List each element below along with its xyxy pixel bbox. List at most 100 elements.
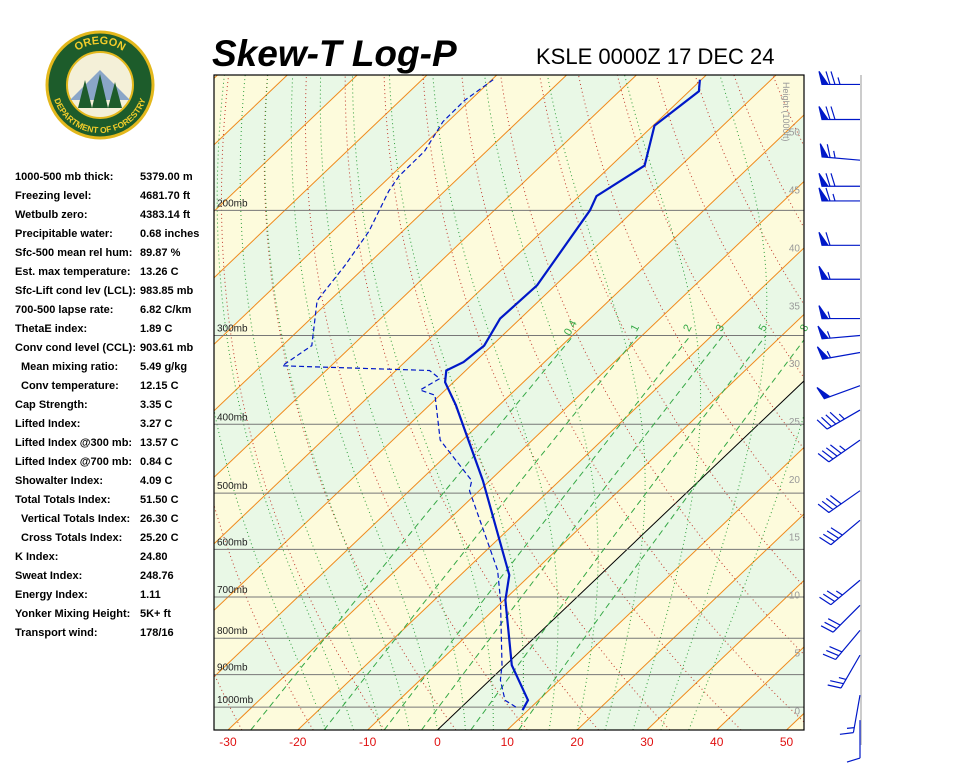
x-tick-label: 20: [570, 735, 584, 749]
stat-value: 89.87 %: [140, 247, 181, 259]
wind-barb: [818, 231, 860, 246]
temperature-band: [214, 75, 804, 677]
x-tick-label: 40: [710, 735, 724, 749]
dry-adiabat: [539, 75, 804, 588]
logo-top-path: OREGON: [73, 35, 128, 54]
stat-value: 5K+ ft: [140, 608, 171, 620]
pressure-label: 1000mb: [217, 695, 254, 706]
stat-value: 13.26 C: [140, 266, 179, 278]
isotherm: [214, 75, 707, 545]
height-tick-label: 5: [794, 648, 800, 659]
temperature-band: [856, 75, 960, 730]
stat-label: Precipitable water:: [15, 228, 113, 240]
mixing-ratio-line: [470, 335, 767, 730]
mixing-ratio-line: [383, 335, 691, 730]
wind-barb: [818, 172, 860, 187]
stat-label: Conv temperature:: [21, 380, 119, 392]
moist-adiabat: [546, 75, 646, 730]
isotherm: [214, 75, 358, 213]
dry-adiabat: [578, 75, 804, 519]
stat-label: 1000-500 mb thick:: [15, 171, 113, 183]
logo: OREGON DEPARTMENT OF FORESTRY: [45, 30, 155, 140]
stat-label: Sfc-500 mean rel hum:: [15, 247, 132, 259]
stat-label: Lifted Index @700 mb:: [15, 456, 132, 468]
wind-barb: [817, 325, 861, 340]
stat-value: 1.89 C: [140, 323, 172, 335]
stat-value: 5.49 g/kg: [140, 361, 187, 373]
stat-value: 4383.14 ft: [140, 209, 190, 221]
isotherm: [367, 313, 804, 730]
mixing-ratio-line: [421, 335, 724, 730]
isotherm: [576, 513, 804, 730]
mixing-ratio-line: [518, 339, 804, 730]
stat-label: K Index:: [15, 551, 58, 563]
stat-value: 0.84 C: [140, 456, 172, 468]
stat-value: 13.57 C: [140, 437, 179, 449]
stat-label: Total Totals Index:: [15, 494, 111, 506]
x-tick-label: 30: [640, 735, 654, 749]
pressure-label: 800mb: [217, 626, 248, 637]
wind-barb: [818, 71, 860, 86]
pressure-label: 300mb: [217, 323, 248, 334]
wind-barb: [817, 490, 861, 513]
wind-barb: [818, 106, 860, 121]
height-tick-label: 40: [789, 243, 801, 254]
height-tick-label: 30: [789, 359, 801, 370]
wind-barb: [818, 187, 860, 202]
dry-adiabat: [928, 75, 960, 730]
isotherm: [646, 579, 804, 730]
height-tick-label: 50: [789, 128, 801, 139]
stat-label: Est. max temperature:: [15, 266, 131, 278]
stat-label: Sweat Index:: [15, 570, 82, 582]
height-tick-label: 10: [789, 591, 801, 602]
dewpoint-trace: [280, 79, 517, 708]
wind-barb: [839, 695, 861, 735]
height-tick-label: 0: [794, 706, 800, 717]
stat-label: Yonker Mixing Height:: [15, 608, 130, 620]
temperature-trace: [443, 79, 701, 711]
pressure-label: 400mb: [217, 412, 248, 423]
plot-overlay: 1000mb 900mb 800mb 700mb 600mb 500mb 400mb 300m…: [217, 82, 811, 717]
isotherm: [214, 75, 567, 412]
wind-barb: [817, 439, 861, 463]
isotherm: [214, 75, 637, 478]
mixing-ratio-label: 1: [629, 323, 642, 334]
wind-barb: [816, 346, 861, 360]
isotherm: [214, 75, 498, 346]
stat-value: 983.85 mb: [140, 285, 193, 297]
height-tick-label: 25: [789, 417, 801, 428]
stat-value: 6.82 C/km: [140, 304, 192, 316]
mixing-ratio-label: 8: [798, 323, 811, 334]
dry-adiabat: [889, 75, 960, 730]
plot-area: [214, 75, 960, 730]
stat-value: 12.15 C: [140, 380, 179, 392]
mixing-ratio-label: 2: [681, 323, 694, 334]
stat-label: Mean mixing ratio:: [21, 361, 118, 373]
isotherm: [297, 247, 804, 730]
stat-value: 0.68 inches: [140, 228, 199, 240]
wind-barb: [816, 409, 861, 430]
pressure-label: 700mb: [217, 585, 248, 596]
wind-barb: [818, 305, 860, 320]
isotherm: [214, 75, 777, 611]
isotherm: [786, 712, 804, 730]
mixing-ratio-line: [323, 335, 639, 730]
dry-adiabat: [500, 75, 804, 656]
wind-barb: [846, 720, 861, 763]
stat-label: Cap Strength:: [15, 399, 88, 411]
stat-label: Vertical Totals Index:: [21, 513, 130, 525]
stat-value: 1.11: [140, 589, 161, 601]
pressure-label: 600mb: [217, 537, 248, 548]
zero-isotherm: [437, 380, 804, 730]
wind-barb: [827, 654, 861, 689]
pressure-label: 900mb: [217, 663, 248, 674]
stat-value: 178/16: [140, 627, 174, 639]
moist-adiabat: [352, 75, 494, 730]
stat-label: Wetbulb zero:: [15, 209, 88, 221]
x-tick-label: -30: [219, 735, 237, 749]
wind-barb: [816, 385, 861, 400]
wind-barb: [820, 604, 861, 633]
stat-value: 3.35 C: [140, 399, 172, 411]
logo-trees: [78, 74, 122, 108]
